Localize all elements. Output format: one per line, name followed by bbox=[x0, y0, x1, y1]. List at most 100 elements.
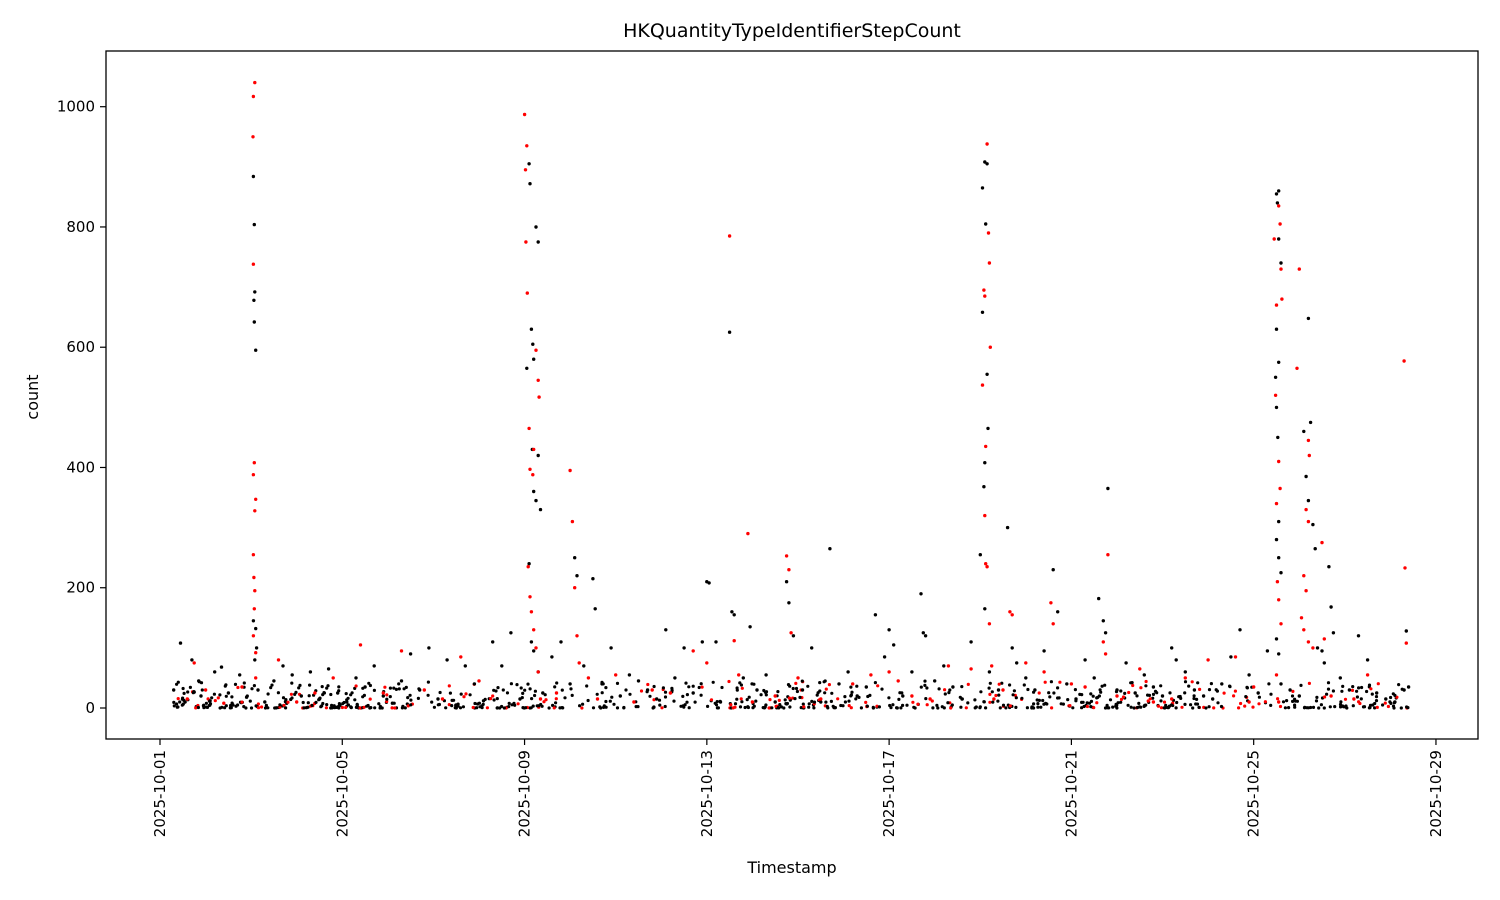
data-point bbox=[966, 701, 970, 705]
data-point bbox=[1211, 697, 1215, 701]
data-point bbox=[182, 691, 186, 696]
data-point bbox=[1326, 681, 1331, 685]
data-point bbox=[320, 704, 324, 708]
data-point bbox=[430, 700, 434, 704]
data-point bbox=[1322, 637, 1327, 641]
data-point bbox=[608, 699, 612, 703]
data-point bbox=[586, 676, 591, 680]
data-point bbox=[1285, 699, 1289, 703]
data-point bbox=[1135, 694, 1139, 698]
data-point bbox=[682, 705, 686, 709]
data-point bbox=[194, 706, 198, 710]
data-point bbox=[253, 80, 257, 85]
data-point bbox=[770, 706, 774, 710]
data-point bbox=[254, 676, 258, 680]
data-point bbox=[755, 688, 759, 692]
data-point bbox=[1406, 685, 1411, 689]
data-point bbox=[615, 681, 620, 686]
data-point bbox=[463, 664, 467, 668]
data-point bbox=[784, 580, 789, 584]
data-point bbox=[1183, 676, 1188, 680]
data-point bbox=[527, 162, 531, 166]
data-point bbox=[252, 298, 256, 302]
data-point bbox=[836, 697, 840, 701]
data-point bbox=[682, 646, 686, 650]
data-point bbox=[1144, 679, 1148, 684]
data-point bbox=[289, 692, 293, 696]
data-point bbox=[331, 676, 335, 680]
data-point bbox=[1105, 706, 1110, 710]
data-point bbox=[568, 468, 572, 473]
data-point bbox=[1159, 699, 1163, 703]
data-point bbox=[1274, 303, 1279, 307]
data-point bbox=[495, 706, 499, 710]
data-point bbox=[213, 670, 217, 674]
data-point bbox=[1051, 568, 1055, 572]
data-point bbox=[585, 684, 589, 688]
data-point bbox=[987, 670, 992, 674]
data-point bbox=[1169, 703, 1174, 707]
data-point bbox=[284, 706, 288, 710]
data-point bbox=[859, 706, 864, 710]
data-point bbox=[681, 694, 685, 699]
data-point bbox=[373, 706, 377, 710]
data-point bbox=[663, 695, 668, 699]
data-point bbox=[985, 565, 989, 569]
data-point bbox=[1384, 697, 1388, 701]
data-point bbox=[372, 664, 376, 668]
data-point bbox=[855, 684, 859, 688]
data-point bbox=[1325, 692, 1329, 696]
data-point bbox=[740, 700, 744, 704]
data-point bbox=[1074, 697, 1078, 701]
data-point bbox=[942, 664, 946, 668]
data-point bbox=[1144, 684, 1148, 688]
data-point bbox=[1373, 701, 1377, 706]
data-point bbox=[1373, 706, 1377, 710]
data-point bbox=[445, 658, 449, 662]
data-point bbox=[256, 706, 261, 710]
data-point bbox=[528, 182, 532, 186]
data-point bbox=[1065, 682, 1069, 686]
data-point bbox=[529, 640, 534, 644]
data-point bbox=[473, 701, 477, 706]
data-point bbox=[990, 664, 994, 668]
x-tick-label: 2025-10-29 bbox=[1427, 750, 1445, 837]
data-point bbox=[1319, 703, 1323, 707]
data-point bbox=[223, 706, 227, 710]
data-point bbox=[543, 693, 547, 697]
data-point bbox=[735, 697, 739, 701]
data-point bbox=[1066, 698, 1070, 702]
y-tick-label: 600 bbox=[66, 338, 95, 356]
data-point bbox=[381, 691, 385, 695]
data-point bbox=[1233, 689, 1237, 693]
data-point bbox=[563, 696, 567, 700]
data-point bbox=[1174, 706, 1178, 710]
data-point bbox=[399, 649, 404, 653]
data-point bbox=[577, 661, 581, 665]
data-point bbox=[1277, 556, 1281, 560]
data-point bbox=[764, 673, 768, 677]
data-point bbox=[785, 701, 790, 706]
data-point bbox=[983, 160, 987, 164]
data-point bbox=[1362, 705, 1367, 709]
data-point bbox=[1146, 699, 1150, 703]
data-point bbox=[1068, 704, 1072, 708]
data-point bbox=[1004, 706, 1008, 710]
data-point bbox=[946, 701, 950, 705]
data-point bbox=[600, 691, 604, 695]
data-point bbox=[1245, 685, 1249, 690]
data-point bbox=[979, 690, 983, 694]
data-point bbox=[1375, 705, 1379, 710]
data-point bbox=[910, 694, 914, 698]
data-point bbox=[733, 702, 738, 706]
data-point bbox=[923, 634, 928, 638]
data-point bbox=[747, 695, 751, 699]
data-point bbox=[1183, 691, 1187, 695]
data-point bbox=[1288, 688, 1292, 692]
data-point bbox=[1404, 629, 1409, 633]
y-axis: 0 200 400 600 800 1000 bbox=[57, 98, 106, 717]
data-point bbox=[542, 700, 546, 704]
data-point bbox=[1374, 699, 1379, 703]
data-point bbox=[687, 706, 691, 710]
